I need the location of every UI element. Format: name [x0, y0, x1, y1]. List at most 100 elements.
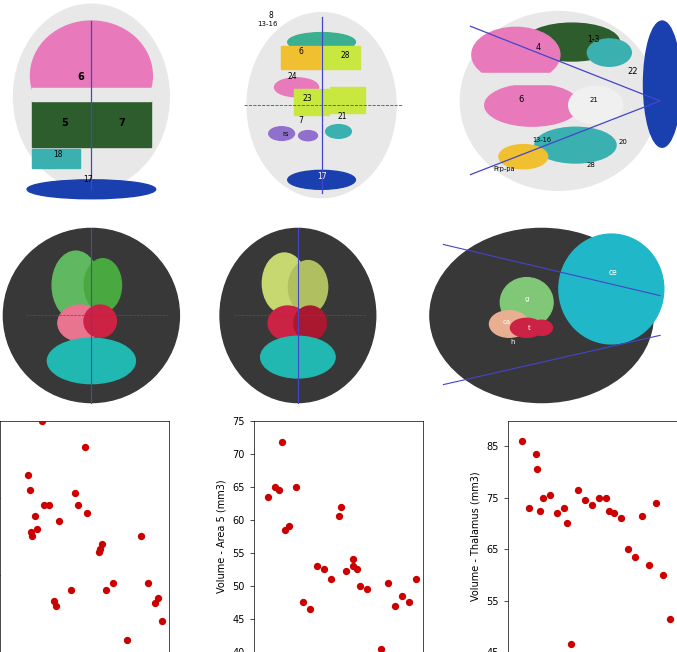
Ellipse shape: [27, 180, 156, 199]
Point: [37, 415, 47, 426]
Ellipse shape: [30, 21, 152, 130]
Bar: [321, 46, 360, 69]
Bar: [32, 101, 151, 147]
Text: 23: 23: [303, 94, 312, 103]
Point: [305, 604, 315, 614]
Point: [27, 531, 38, 542]
Ellipse shape: [247, 12, 396, 198]
Point: [100, 585, 111, 595]
Ellipse shape: [220, 228, 376, 402]
Point: [362, 584, 372, 595]
Point: [347, 554, 358, 565]
Point: [397, 591, 408, 601]
Text: 17: 17: [317, 172, 326, 181]
Bar: [32, 149, 80, 168]
Ellipse shape: [326, 125, 351, 138]
Point: [340, 565, 351, 576]
Text: 13-16: 13-16: [532, 137, 551, 143]
Ellipse shape: [275, 78, 319, 96]
Bar: [330, 87, 365, 113]
Point: [298, 597, 309, 608]
Point: [389, 600, 400, 611]
Text: Prp-pa: Prp-pa: [494, 166, 515, 172]
Bar: [32, 88, 151, 101]
Point: [657, 570, 668, 580]
Point: [152, 593, 163, 603]
Text: 17: 17: [83, 175, 93, 184]
Point: [559, 503, 569, 513]
Point: [326, 574, 337, 584]
Point: [277, 437, 288, 447]
Ellipse shape: [588, 39, 632, 67]
Ellipse shape: [58, 305, 102, 341]
Point: [96, 539, 107, 549]
Ellipse shape: [288, 261, 328, 314]
Ellipse shape: [84, 305, 116, 337]
Point: [263, 492, 274, 502]
Text: 6: 6: [519, 95, 524, 104]
Point: [150, 597, 160, 608]
Point: [604, 505, 615, 516]
Point: [95, 544, 106, 554]
Text: 24: 24: [288, 72, 297, 81]
Point: [601, 492, 612, 503]
Ellipse shape: [268, 306, 307, 340]
Point: [72, 500, 83, 511]
Ellipse shape: [430, 228, 653, 402]
Y-axis label: Volume - Thalamus (mm3): Volume - Thalamus (mm3): [471, 471, 481, 601]
Point: [354, 581, 365, 591]
Point: [651, 497, 661, 508]
Text: t: t: [528, 325, 531, 331]
Ellipse shape: [531, 320, 552, 335]
Point: [532, 464, 543, 475]
Text: 6: 6: [299, 47, 304, 55]
Point: [622, 544, 633, 554]
Point: [531, 449, 542, 459]
Text: g: g: [525, 296, 529, 302]
Ellipse shape: [500, 278, 553, 327]
Text: 8: 8: [268, 11, 274, 20]
Point: [566, 639, 577, 649]
Point: [517, 436, 527, 447]
Ellipse shape: [47, 338, 135, 383]
Bar: [281, 46, 320, 69]
Point: [157, 616, 168, 627]
Text: 5: 5: [61, 118, 68, 128]
Text: 28: 28: [586, 162, 596, 168]
Ellipse shape: [489, 311, 529, 337]
Bar: [473, 72, 608, 84]
Point: [54, 516, 65, 526]
Point: [48, 596, 59, 606]
Text: B: B: [3, 216, 14, 230]
Point: [351, 564, 362, 574]
Ellipse shape: [263, 253, 306, 314]
Point: [280, 524, 290, 535]
Ellipse shape: [261, 336, 335, 378]
Text: 7: 7: [118, 118, 125, 128]
Point: [630, 552, 640, 562]
Ellipse shape: [288, 170, 355, 189]
Point: [30, 511, 41, 522]
Point: [108, 578, 118, 588]
Point: [523, 503, 534, 513]
Ellipse shape: [644, 21, 677, 147]
Point: [333, 511, 344, 522]
Ellipse shape: [460, 12, 657, 190]
Ellipse shape: [84, 259, 122, 312]
Ellipse shape: [569, 86, 623, 124]
Point: [284, 521, 294, 531]
Point: [347, 561, 358, 571]
Ellipse shape: [499, 145, 548, 169]
Point: [274, 485, 285, 496]
Text: 20: 20: [618, 139, 628, 145]
Point: [82, 508, 93, 518]
Ellipse shape: [472, 27, 560, 82]
Text: 1-3: 1-3: [588, 35, 600, 44]
Point: [122, 634, 133, 645]
Text: 18: 18: [53, 150, 62, 158]
Point: [573, 485, 584, 496]
Text: rs: rs: [282, 130, 289, 137]
Text: 7: 7: [298, 116, 303, 125]
Point: [26, 526, 37, 537]
Ellipse shape: [299, 130, 318, 141]
